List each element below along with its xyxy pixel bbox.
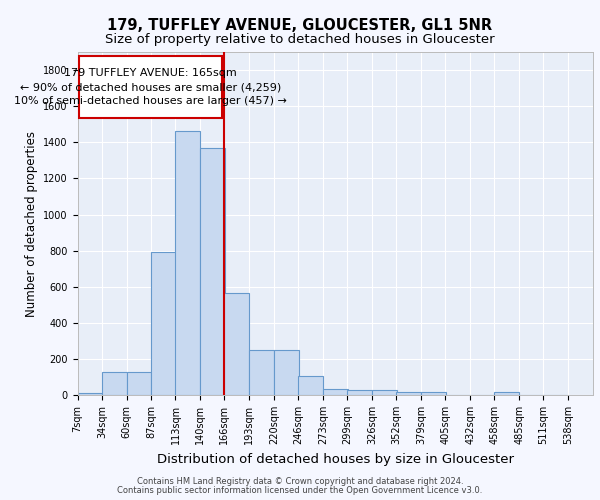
Bar: [421, 392, 446, 395]
Bar: [250, 350, 274, 395]
Text: 179 TUFFLEY AVENUE: 165sqm
← 90% of detached houses are smaller (4,259)
10% of s: 179 TUFFLEY AVENUE: 165sqm ← 90% of deta…: [14, 68, 287, 106]
Bar: [274, 350, 299, 395]
Bar: [494, 392, 519, 395]
Bar: [347, 390, 372, 395]
Bar: [175, 131, 200, 395]
Bar: [127, 372, 151, 395]
Bar: [77, 393, 103, 395]
X-axis label: Distribution of detached houses by size in Gloucester: Distribution of detached houses by size …: [157, 452, 514, 466]
Text: Size of property relative to detached houses in Gloucester: Size of property relative to detached ho…: [105, 32, 495, 46]
FancyBboxPatch shape: [79, 56, 221, 118]
Bar: [396, 392, 421, 395]
Bar: [372, 390, 397, 395]
Bar: [151, 252, 176, 395]
Text: 179, TUFFLEY AVENUE, GLOUCESTER, GL1 5NR: 179, TUFFLEY AVENUE, GLOUCESTER, GL1 5NR: [107, 18, 493, 32]
Bar: [103, 372, 127, 395]
Bar: [298, 376, 323, 395]
Y-axis label: Number of detached properties: Number of detached properties: [25, 130, 38, 316]
Text: Contains public sector information licensed under the Open Government Licence v3: Contains public sector information licen…: [118, 486, 482, 495]
Text: Contains HM Land Registry data © Crown copyright and database right 2024.: Contains HM Land Registry data © Crown c…: [137, 477, 463, 486]
Bar: [200, 148, 226, 395]
Bar: [224, 293, 250, 395]
Bar: [323, 389, 348, 395]
